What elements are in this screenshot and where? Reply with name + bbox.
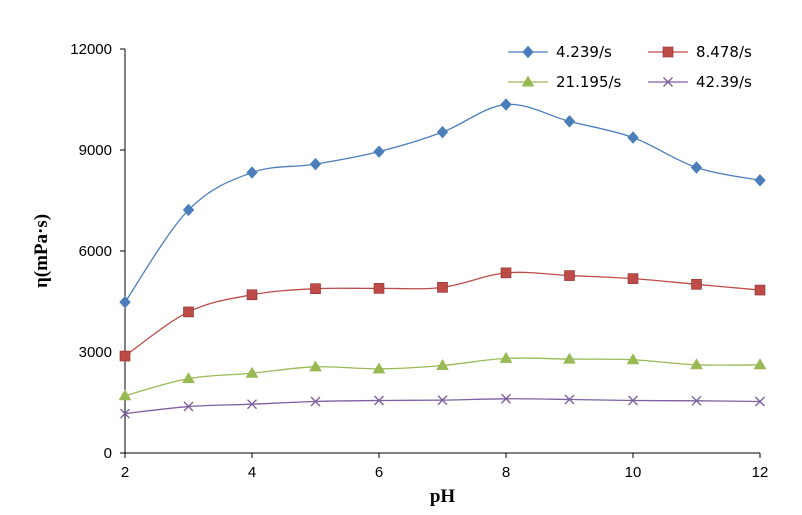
series-1 — [119, 267, 766, 362]
x-axis-title: pH — [430, 486, 456, 507]
data-point — [120, 408, 130, 419]
data-point — [628, 395, 638, 406]
data-point — [563, 352, 576, 364]
y-tick-label: 3000 — [79, 344, 112, 361]
data-point — [500, 267, 512, 279]
data-point — [310, 396, 321, 407]
series-layer — [118, 98, 767, 419]
x-tick-label: 2 — [121, 464, 129, 481]
data-point — [755, 396, 765, 407]
legend-label: 8.478/s — [696, 43, 752, 61]
data-point — [627, 131, 639, 144]
legend-item: 21.195/s — [508, 73, 622, 91]
data-point — [118, 389, 132, 401]
data-point — [245, 366, 259, 378]
data-point — [563, 115, 576, 128]
x-tick-label: 6 — [375, 464, 383, 481]
data-point — [246, 166, 258, 179]
data-point — [246, 289, 258, 301]
data-point — [183, 306, 194, 318]
data-point — [754, 284, 766, 296]
data-point — [373, 283, 385, 294]
data-point — [564, 394, 575, 405]
x-tick-label: 4 — [248, 464, 256, 481]
axes — [124, 49, 760, 454]
x-tick-label: 10 — [625, 464, 642, 481]
data-point — [564, 270, 575, 281]
data-point — [247, 399, 257, 410]
data-point — [691, 279, 702, 290]
legend-item: 42.39/s — [648, 73, 752, 91]
data-point — [499, 351, 513, 363]
data-point — [119, 350, 131, 362]
data-point — [309, 360, 322, 372]
data-point — [373, 145, 385, 158]
data-point — [119, 295, 131, 309]
series-2 — [118, 351, 767, 401]
series-3 — [120, 393, 765, 419]
data-point — [627, 273, 639, 284]
x-tick-label: 8 — [502, 464, 510, 481]
data-point — [374, 395, 384, 406]
legend-swatch-marker — [521, 75, 535, 87]
series-0 — [119, 98, 766, 309]
data-point — [372, 362, 386, 374]
data-point — [501, 393, 511, 404]
y-axis-title: η(mPa·s) — [31, 214, 52, 288]
data-point — [437, 282, 448, 293]
legend-item: 8.478/s — [648, 43, 752, 61]
y-tick-label: 6000 — [79, 243, 112, 260]
data-point — [691, 395, 702, 406]
legend-label: 21.195/s — [556, 73, 622, 91]
legend-label: 4.239/s — [556, 43, 612, 61]
data-point — [182, 203, 195, 217]
data-point — [500, 98, 512, 111]
data-point — [309, 157, 322, 171]
y-tick-label: 0 — [104, 445, 112, 462]
data-point — [690, 358, 703, 370]
data-point — [182, 372, 195, 384]
legend-item: 4.239/s — [508, 43, 612, 61]
legend: 4.239/s 8.478/s 21.195/s 42.39/s — [508, 43, 752, 91]
data-point — [183, 401, 194, 412]
data-point — [626, 353, 640, 365]
legend-swatch-marker — [522, 45, 534, 59]
x-tick-label: 12 — [752, 464, 769, 481]
data-point — [437, 395, 448, 406]
y-tick-label: 9000 — [79, 142, 112, 159]
data-point — [310, 283, 321, 295]
data-point — [690, 161, 703, 174]
legend-label: 42.39/s — [696, 73, 752, 91]
y-tick-label: 12000 — [70, 41, 112, 58]
data-point — [436, 358, 449, 370]
tick-labels: 0 3000 6000 9000 12000 2 4 6 8 10 12 — [70, 41, 768, 481]
data-point — [753, 358, 767, 370]
legend-swatch-marker — [663, 77, 673, 87]
legend-swatch-marker — [662, 46, 674, 58]
data-point — [754, 174, 766, 187]
data-point — [436, 125, 449, 139]
